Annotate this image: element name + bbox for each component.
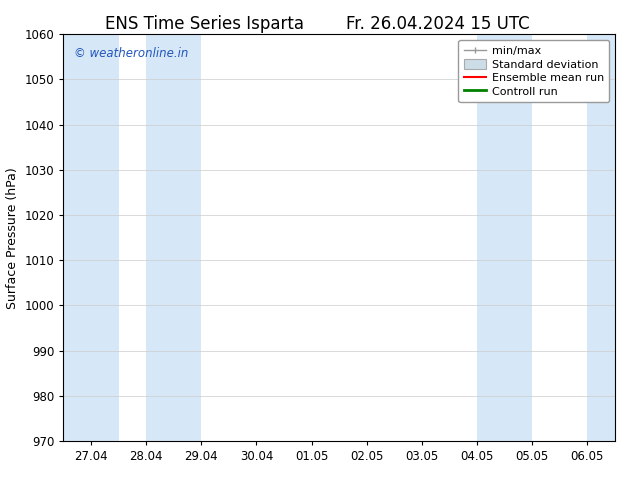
Bar <box>63 34 119 441</box>
Legend: min/max, Standard deviation, Ensemble mean run, Controll run: min/max, Standard deviation, Ensemble me… <box>458 40 609 102</box>
Text: ENS Time Series Isparta        Fr. 26.04.2024 15 UTC: ENS Time Series Isparta Fr. 26.04.2024 1… <box>105 15 529 33</box>
Text: © weatheronline.in: © weatheronline.in <box>74 47 189 59</box>
Bar <box>477 34 533 441</box>
Bar <box>146 34 202 441</box>
Bar <box>588 34 615 441</box>
Y-axis label: Surface Pressure (hPa): Surface Pressure (hPa) <box>6 167 19 309</box>
